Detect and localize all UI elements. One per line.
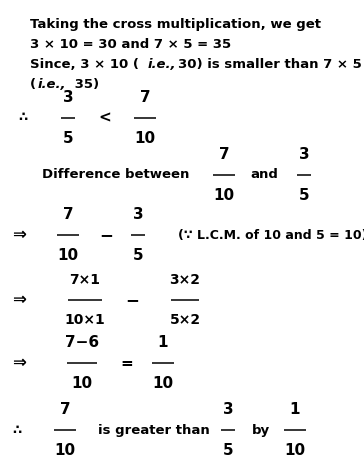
Text: 5: 5 [299, 188, 309, 203]
Text: 7−6: 7−6 [65, 335, 99, 350]
Text: 5: 5 [133, 248, 143, 263]
Text: 7×1: 7×1 [70, 273, 100, 287]
Text: Since, 3 × 10 (: Since, 3 × 10 ( [30, 58, 139, 71]
Text: 10: 10 [55, 443, 76, 458]
Text: Taking the cross multiplication, we get: Taking the cross multiplication, we get [30, 18, 321, 31]
Text: i.e.,: i.e., [38, 78, 67, 91]
Text: 7: 7 [60, 402, 70, 417]
Text: −: − [99, 226, 113, 244]
Text: 5×2: 5×2 [169, 313, 201, 327]
Text: 3: 3 [63, 90, 73, 105]
Text: 10: 10 [213, 188, 234, 203]
Text: 5: 5 [63, 131, 73, 146]
Text: 10: 10 [134, 131, 155, 146]
Text: Difference between: Difference between [42, 168, 189, 182]
Text: 7: 7 [219, 147, 229, 162]
Text: 3: 3 [299, 147, 309, 162]
Text: 10: 10 [71, 376, 92, 391]
Text: 10×1: 10×1 [65, 313, 105, 327]
Text: −: − [125, 291, 139, 309]
Text: ⇒: ⇒ [12, 354, 26, 372]
Text: i.e.,: i.e., [148, 58, 177, 71]
Text: 1: 1 [290, 402, 300, 417]
Text: <: < [98, 111, 111, 125]
Text: 10: 10 [284, 443, 305, 458]
Text: 3: 3 [223, 402, 233, 417]
Text: ∴: ∴ [12, 423, 21, 437]
Text: 30) is smaller than 7 × 5: 30) is smaller than 7 × 5 [178, 58, 362, 71]
Text: ⇒: ⇒ [12, 226, 26, 244]
Text: 10: 10 [153, 376, 174, 391]
Text: 5: 5 [223, 443, 233, 458]
Text: ⇒: ⇒ [12, 291, 26, 309]
Text: 1: 1 [158, 335, 168, 350]
Text: (∵ L.C.M. of 10 and 5 = 10): (∵ L.C.M. of 10 and 5 = 10) [178, 228, 364, 242]
Text: is greater than: is greater than [98, 423, 210, 437]
Text: 7: 7 [140, 90, 150, 105]
Text: 3 × 10 = 30 and 7 × 5 = 35: 3 × 10 = 30 and 7 × 5 = 35 [30, 38, 231, 51]
Text: and: and [250, 168, 278, 182]
Text: 35): 35) [70, 78, 99, 91]
Text: =: = [120, 356, 133, 370]
Text: ∴: ∴ [18, 112, 27, 124]
Text: by: by [252, 423, 270, 437]
Text: 10: 10 [58, 248, 79, 263]
Text: 7: 7 [63, 207, 73, 222]
Text: 3: 3 [133, 207, 143, 222]
Text: (: ( [30, 78, 36, 91]
Text: 3×2: 3×2 [170, 273, 201, 287]
